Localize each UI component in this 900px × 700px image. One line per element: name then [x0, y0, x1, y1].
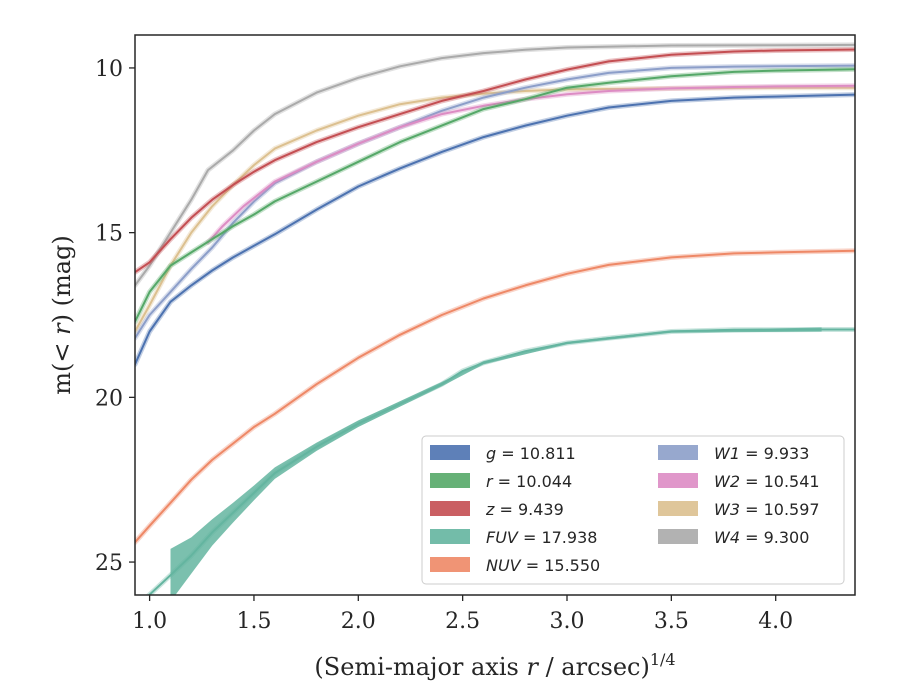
legend-label-z: z = 9.439: [485, 500, 564, 519]
legend-label-g: g = 10.811: [486, 444, 576, 463]
series-W4: [135, 42, 855, 288]
line-r: [135, 68, 855, 323]
legend-swatch-W2: [658, 473, 698, 488]
line-W4: [135, 43, 855, 287]
legend-label-W1: W1 = 9.933: [714, 444, 809, 463]
legend-box: [421, 435, 845, 585]
series-z: [135, 47, 855, 275]
x-tick-label: 2.0: [341, 609, 376, 634]
line-W3: [135, 86, 855, 333]
band-FUV: [170, 327, 822, 595]
series-layer: [135, 42, 855, 595]
legend: g = 10.811 r = 10.044 z = 9.439 FUV = 17.93…: [421, 435, 845, 585]
legend-label-W4: W4 = 9.300: [714, 528, 809, 547]
x-tick-label: 1.0: [132, 609, 167, 634]
line-NUV: [135, 249, 855, 544]
legend-swatch-z: [430, 501, 470, 516]
legend-label-NUV: NUV = 15.550: [486, 556, 600, 575]
legend-swatch-r: [430, 473, 470, 488]
series-FUV: [145, 327, 855, 595]
series-r: [135, 66, 855, 325]
legend-swatch-W1: [658, 445, 698, 460]
line-z: [135, 48, 855, 274]
legend-label-r: r = 10.044: [486, 472, 572, 491]
x-tick-label: 3.5: [654, 609, 689, 634]
line-W2: [207, 84, 855, 244]
x-tick-label: 4.0: [758, 609, 793, 634]
legend-swatch-g: [430, 445, 470, 460]
axes-frame: [134, 34, 856, 596]
legend-swatch-FUV: [430, 529, 470, 544]
y-axis-label: m(< r) (mag): [48, 235, 76, 395]
y-tick-label: 20: [95, 386, 123, 411]
x-tick-label: 1.5: [236, 609, 271, 634]
legend-swatch-W3: [658, 501, 698, 516]
y-tick-label: 10: [95, 57, 123, 82]
series-W3: [135, 85, 855, 334]
line-g: [135, 93, 855, 366]
legend-label-FUV: FUV = 17.938: [486, 528, 597, 547]
x-tick-label: 3.0: [550, 609, 585, 634]
x-axis-label: (Semi-major axis r / arcsec)1/4: [314, 650, 675, 681]
x-tick-label: 2.5: [445, 609, 480, 634]
y-tick-label: 15: [95, 222, 123, 247]
ticks-layer: 1.0 1.5 2.0 2.5 3.0 3.5 4.0 10 15 20 25: [95, 57, 793, 634]
series-g: [135, 92, 855, 367]
series-W2: [205, 83, 855, 245]
legend-label-W3: W3 = 10.597: [714, 500, 820, 519]
legend-swatch-W4: [658, 529, 698, 544]
legend-label-W2: W2 = 10.541: [714, 472, 820, 491]
legend-swatch-NUV: [430, 557, 470, 572]
series-NUV: [135, 248, 855, 545]
line-FUV: [147, 328, 855, 595]
y-tick-label: 25: [95, 551, 123, 576]
